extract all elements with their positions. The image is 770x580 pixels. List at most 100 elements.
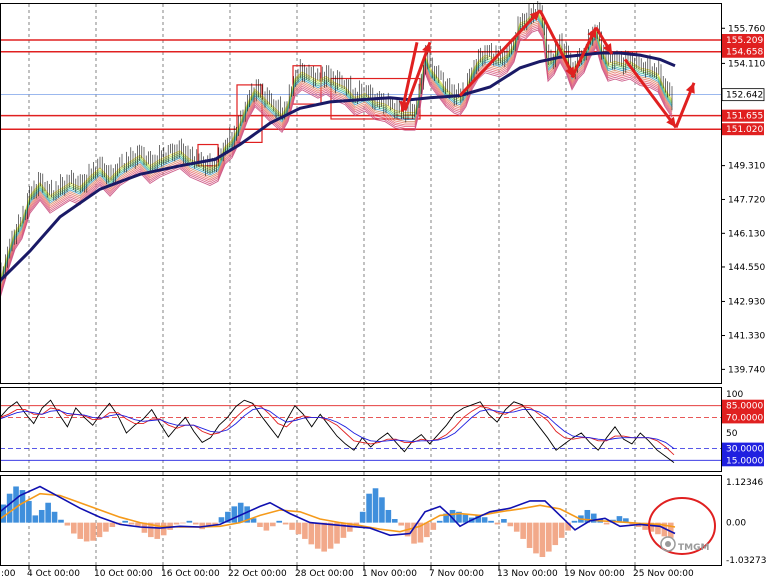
price-grid xyxy=(28,4,636,566)
macd-bar xyxy=(282,522,289,525)
macd-bar xyxy=(103,522,109,532)
time-tick-label: 1 Nov 00:00 xyxy=(362,569,417,579)
macd-bar xyxy=(13,486,19,523)
price-tick-label: 144.550 xyxy=(728,263,765,273)
macd-bar xyxy=(71,522,77,534)
up-arrow xyxy=(403,41,432,111)
macd-bar xyxy=(154,522,161,539)
time-tick-label: 4 Oct 00:00 xyxy=(27,569,80,579)
macd-bar xyxy=(58,519,64,523)
current-price-label: 152.642 xyxy=(726,91,763,101)
stoch-level-label: 85.0000 xyxy=(726,402,763,412)
macd-tick-label: -1.03273 xyxy=(726,556,766,566)
macd-bar xyxy=(501,519,507,523)
stoch-tick-label: 100 xyxy=(726,390,743,400)
macd-bar xyxy=(289,522,295,530)
watermark: TMGM xyxy=(660,536,709,553)
macd-bar xyxy=(237,502,244,523)
macd-tick-label: 1.12346 xyxy=(726,478,763,488)
macd-bar xyxy=(148,522,154,538)
ribbon-line xyxy=(0,20,673,290)
macd-bar xyxy=(456,511,462,523)
macd-bar xyxy=(83,522,90,542)
price-tick-label: 141.330 xyxy=(728,332,765,342)
macd-bar xyxy=(26,500,32,523)
level-label-bg xyxy=(722,109,764,122)
macd-bar xyxy=(51,511,58,523)
macd-bar xyxy=(77,522,84,539)
time-tick-label: 25 Nov 00:00 xyxy=(633,569,694,579)
down-arrow xyxy=(538,9,576,79)
annotation-overlay: TMGM xyxy=(648,497,716,555)
macd-bar xyxy=(616,516,623,523)
down-arrow xyxy=(623,58,678,129)
ribbon-line xyxy=(0,11,673,281)
macd-bar xyxy=(642,522,648,530)
macd-bar xyxy=(430,522,437,530)
time-tick-label: 7 Nov 00:00 xyxy=(429,569,484,579)
price-tick-label: 155.760 xyxy=(728,24,765,34)
macd-bar xyxy=(533,522,539,554)
macd-bar xyxy=(475,514,482,523)
price-tick-label: 142.930 xyxy=(728,297,765,307)
macd-bar xyxy=(327,522,334,549)
macd-bar xyxy=(45,502,51,523)
ribbon-line xyxy=(0,17,673,287)
time-tick-label: 19 Nov 00:00 xyxy=(564,569,625,579)
macd-bar xyxy=(308,522,315,545)
time-tick-label: 13 Nov 00:00 xyxy=(497,569,558,579)
macd-bar xyxy=(6,493,13,523)
up-arrow-head xyxy=(587,27,597,39)
up-arrow-head xyxy=(422,42,432,54)
price-tick-label: 149.310 xyxy=(728,162,765,172)
stoch-line xyxy=(0,407,675,449)
macd-bar xyxy=(231,506,238,523)
macd-bar xyxy=(212,522,218,525)
watermark-logo-dot xyxy=(665,541,671,547)
macd-bar xyxy=(257,522,263,527)
ribbon-line xyxy=(0,22,673,292)
macd-bar xyxy=(96,522,103,538)
macd-bar xyxy=(655,522,661,535)
up-arrow-head xyxy=(529,10,540,21)
macd-bar xyxy=(513,522,520,532)
time-tick-label: 22 Oct 00:00 xyxy=(228,569,287,579)
macd-bar xyxy=(32,515,39,523)
macd-bar xyxy=(443,513,449,523)
time-tick-label: 16 Oct 00:00 xyxy=(161,569,220,579)
down-arrow-head xyxy=(602,43,612,55)
macd-bar xyxy=(481,517,488,523)
macd-bar xyxy=(334,522,340,544)
macd-bar xyxy=(225,511,231,523)
stoch-level-label-bg xyxy=(722,411,764,424)
macd-bar xyxy=(186,520,193,523)
macd-bar xyxy=(90,522,96,541)
watermark-logo-icon xyxy=(660,536,676,552)
macd-bar xyxy=(64,522,71,526)
macd-bar xyxy=(449,509,456,523)
macd-bar xyxy=(603,522,610,525)
macd-bar xyxy=(199,522,206,530)
stochastic-panel-frame xyxy=(0,387,722,472)
down-arrow xyxy=(400,42,419,112)
level-label-bg xyxy=(722,45,764,58)
macd-bar xyxy=(462,514,469,523)
macd-panel-frame xyxy=(0,475,722,566)
macd-bar xyxy=(546,522,552,552)
macd-bar xyxy=(398,522,404,526)
macd-bar xyxy=(526,522,533,548)
macd-bar xyxy=(488,520,494,523)
macd-bar xyxy=(661,522,668,537)
price-tick-label: 139.740 xyxy=(728,365,765,375)
time-axis: :00 4 Oct 00:00 10 Oct 00:00 16 Oct 00:00 22… xyxy=(1,566,694,579)
macd-signal-line xyxy=(0,492,676,533)
ribbon-line xyxy=(0,26,673,296)
up-arrow xyxy=(458,9,542,97)
macd-bar xyxy=(584,509,591,523)
time-tick-label: 28 Oct 00:00 xyxy=(295,569,354,579)
macd-bar xyxy=(648,522,655,532)
macd-bar xyxy=(359,511,366,523)
